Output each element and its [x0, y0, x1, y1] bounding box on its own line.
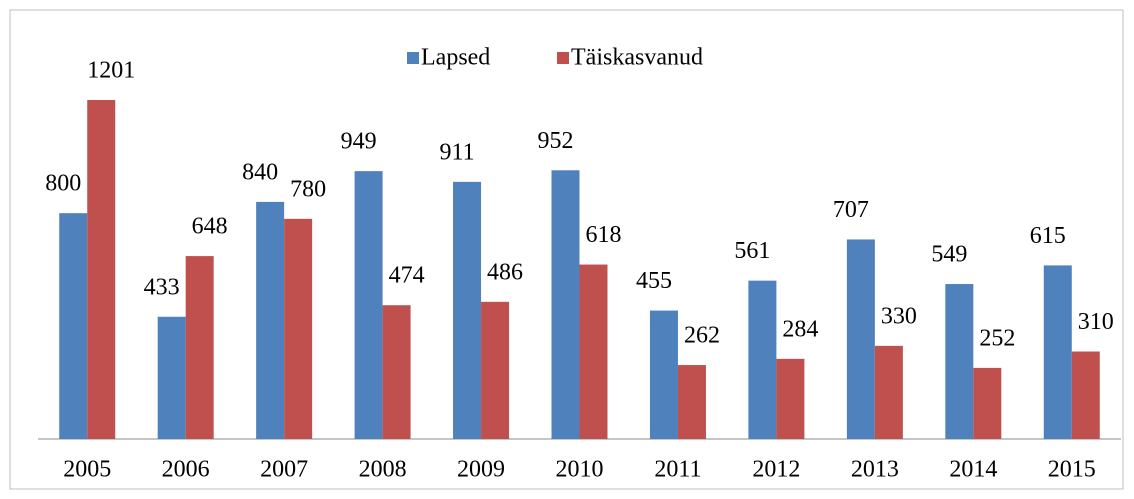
- data-label: 284: [782, 316, 818, 342]
- bar: [453, 181, 482, 439]
- x-tick-label: 2007: [260, 457, 308, 483]
- x-tick-label: 2012: [752, 457, 800, 483]
- x-tick-label: 2011: [654, 457, 701, 483]
- legend-swatch: [407, 52, 419, 64]
- data-label: 455: [636, 268, 672, 294]
- bar: [551, 170, 580, 439]
- bar: [649, 310, 678, 439]
- data-label: 618: [586, 222, 622, 248]
- bar: [748, 280, 777, 439]
- data-label: 952: [538, 128, 574, 154]
- data-label: 911: [439, 139, 474, 165]
- bar: [59, 213, 88, 439]
- x-tick-label: 2005: [63, 457, 111, 483]
- data-label: 549: [931, 242, 967, 268]
- bar: [579, 264, 608, 439]
- data-label: 262: [684, 323, 720, 349]
- data-label: 707: [833, 197, 869, 223]
- bar: [973, 367, 1002, 439]
- data-label: 310: [1078, 309, 1114, 335]
- data-label: 615: [1030, 223, 1066, 249]
- bar: [677, 365, 706, 439]
- bar: [87, 100, 116, 439]
- x-tick-label: 2010: [556, 457, 604, 483]
- data-label: 800: [45, 171, 81, 197]
- x-tick-label: 2008: [359, 457, 407, 483]
- bar: [1043, 265, 1072, 439]
- data-label: 486: [487, 259, 523, 285]
- bar: [157, 316, 186, 439]
- bar: [776, 358, 805, 439]
- data-label: 648: [192, 214, 228, 240]
- bar: [256, 201, 285, 439]
- data-label: 1201: [87, 58, 135, 84]
- data-label: 474: [389, 263, 425, 289]
- bar: [846, 239, 875, 439]
- data-label: 561: [734, 238, 770, 264]
- data-label: 949: [341, 129, 377, 155]
- bar: [382, 305, 411, 439]
- bar: [1071, 351, 1100, 439]
- bar: [185, 256, 214, 439]
- legend-label: Lapsed: [421, 45, 490, 71]
- bar: [354, 171, 383, 439]
- data-label: 433: [144, 274, 180, 300]
- x-tick-label: 2014: [949, 457, 997, 483]
- bar: [284, 218, 313, 439]
- x-tick-label: 2006: [162, 457, 210, 483]
- data-label: 330: [881, 303, 917, 329]
- data-label: 252: [979, 325, 1015, 351]
- legend-label: Täiskasvanud: [571, 45, 703, 71]
- data-label: 840: [242, 159, 278, 185]
- x-tick-label: 2015: [1048, 457, 1096, 483]
- bar: [481, 301, 510, 439]
- bar: [874, 345, 903, 439]
- bar: [945, 284, 974, 439]
- legend-swatch: [557, 52, 569, 64]
- x-tick-label: 2009: [457, 457, 505, 483]
- data-label: 780: [290, 176, 326, 202]
- x-tick-label: 2013: [851, 457, 899, 483]
